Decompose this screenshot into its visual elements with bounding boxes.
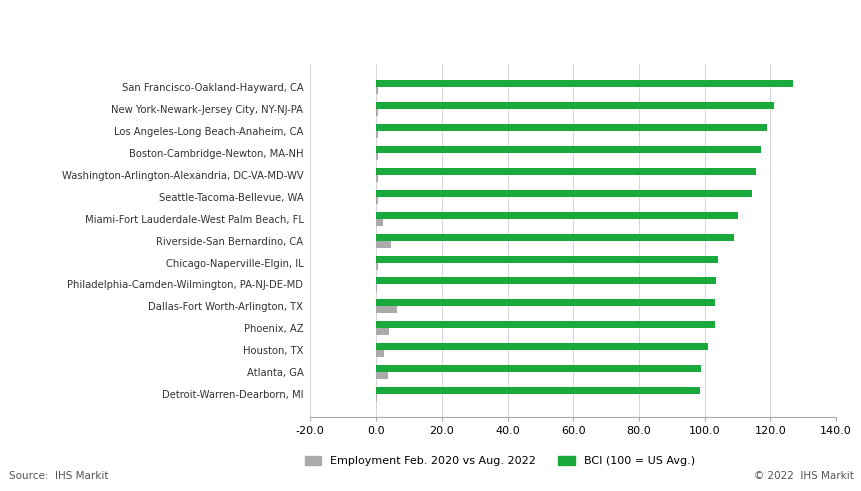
Bar [375,372,387,380]
Bar [375,343,707,351]
Bar [375,153,377,160]
Bar [375,197,377,204]
Bar [375,328,388,335]
Bar [375,131,377,138]
Bar [375,234,734,241]
Bar [375,146,759,153]
Bar [375,255,717,263]
Bar [375,241,390,247]
Bar [375,175,377,182]
Bar [375,263,377,270]
Bar [375,300,714,306]
Bar [375,80,792,87]
Bar [375,168,755,175]
Bar [375,124,766,131]
Bar [375,87,377,94]
Bar [375,218,382,226]
Bar [375,351,384,357]
Bar [375,102,773,109]
Bar [375,322,714,328]
Bar [375,109,377,116]
Bar [375,387,699,394]
Bar [375,212,737,218]
Bar [375,190,752,197]
Bar [375,306,397,313]
Text: © 2022  IHS Markit: © 2022 IHS Markit [753,471,852,481]
Text: 15 largest metros: employment deficits persist in the most costly: 15 largest metros: employment deficits p… [9,20,553,34]
Bar [375,277,715,284]
Legend: Employment Feb. 2020 vs Aug. 2022, BCI (100 = US Avg.): Employment Feb. 2020 vs Aug. 2022, BCI (… [300,451,699,471]
Text: Source:  IHS Markit: Source: IHS Markit [9,471,108,481]
Bar [375,284,376,292]
Bar [375,365,701,372]
